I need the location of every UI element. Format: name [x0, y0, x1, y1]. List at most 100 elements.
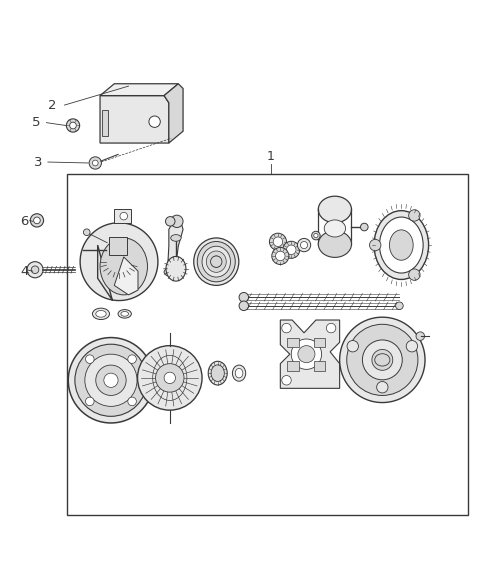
- Circle shape: [156, 364, 184, 392]
- Circle shape: [85, 397, 94, 405]
- Circle shape: [85, 354, 137, 407]
- Circle shape: [416, 332, 424, 340]
- Circle shape: [164, 372, 176, 384]
- Bar: [288, 338, 300, 347]
- Polygon shape: [100, 84, 179, 95]
- Polygon shape: [114, 209, 131, 223]
- Circle shape: [104, 373, 118, 387]
- Circle shape: [283, 241, 300, 259]
- Polygon shape: [168, 221, 183, 272]
- Text: 4: 4: [20, 264, 28, 278]
- Bar: [313, 338, 325, 347]
- Ellipse shape: [171, 235, 181, 241]
- Circle shape: [239, 292, 249, 302]
- Ellipse shape: [100, 238, 147, 295]
- Circle shape: [340, 317, 425, 402]
- Circle shape: [68, 338, 154, 423]
- Circle shape: [347, 340, 359, 352]
- Circle shape: [276, 251, 285, 261]
- Ellipse shape: [380, 217, 423, 273]
- Circle shape: [93, 160, 98, 166]
- Circle shape: [70, 122, 76, 129]
- Ellipse shape: [202, 246, 230, 277]
- Ellipse shape: [235, 369, 243, 378]
- Bar: [102, 110, 108, 136]
- Circle shape: [272, 247, 289, 264]
- Circle shape: [396, 302, 403, 309]
- Circle shape: [89, 157, 101, 169]
- Ellipse shape: [208, 362, 227, 385]
- Circle shape: [211, 256, 222, 267]
- Circle shape: [75, 344, 147, 417]
- Circle shape: [34, 217, 40, 223]
- Circle shape: [360, 223, 368, 231]
- Circle shape: [84, 229, 90, 236]
- Polygon shape: [280, 320, 340, 388]
- Text: 3: 3: [34, 156, 43, 168]
- Ellipse shape: [300, 242, 308, 249]
- Circle shape: [66, 119, 80, 132]
- Circle shape: [120, 212, 128, 220]
- Ellipse shape: [318, 231, 351, 257]
- Circle shape: [31, 266, 39, 274]
- Circle shape: [27, 261, 43, 278]
- Ellipse shape: [164, 268, 179, 276]
- Circle shape: [326, 324, 336, 333]
- Polygon shape: [164, 84, 183, 143]
- Circle shape: [291, 339, 322, 369]
- Circle shape: [96, 365, 126, 395]
- Ellipse shape: [298, 239, 311, 252]
- Ellipse shape: [166, 256, 186, 281]
- Text: 6: 6: [20, 215, 28, 228]
- Circle shape: [347, 324, 418, 395]
- Circle shape: [128, 355, 136, 363]
- Bar: [67, 174, 468, 515]
- Circle shape: [298, 346, 315, 363]
- Ellipse shape: [168, 270, 175, 274]
- Polygon shape: [100, 95, 169, 143]
- Bar: [108, 236, 127, 254]
- Text: 5: 5: [32, 116, 40, 129]
- Ellipse shape: [312, 231, 320, 240]
- Ellipse shape: [389, 230, 413, 260]
- Polygon shape: [114, 257, 138, 295]
- Ellipse shape: [318, 196, 351, 223]
- Circle shape: [406, 340, 418, 352]
- Circle shape: [85, 355, 94, 363]
- Circle shape: [166, 216, 175, 226]
- Circle shape: [282, 376, 291, 385]
- Ellipse shape: [93, 308, 109, 319]
- Text: 2: 2: [48, 99, 57, 112]
- Ellipse shape: [211, 365, 224, 381]
- Circle shape: [171, 215, 183, 228]
- Ellipse shape: [314, 233, 318, 238]
- Ellipse shape: [324, 220, 346, 237]
- Circle shape: [269, 233, 287, 250]
- Ellipse shape: [96, 311, 106, 317]
- Polygon shape: [80, 223, 158, 301]
- Circle shape: [128, 397, 136, 405]
- Ellipse shape: [374, 211, 429, 280]
- Bar: [288, 362, 300, 371]
- Text: 1: 1: [267, 150, 275, 163]
- Circle shape: [282, 324, 291, 333]
- Ellipse shape: [197, 242, 235, 282]
- Circle shape: [377, 381, 388, 393]
- Circle shape: [372, 349, 393, 370]
- Circle shape: [378, 355, 387, 364]
- Circle shape: [149, 116, 160, 128]
- Circle shape: [370, 239, 381, 251]
- Circle shape: [408, 210, 420, 221]
- Ellipse shape: [211, 256, 221, 267]
- Ellipse shape: [375, 354, 390, 366]
- Circle shape: [30, 214, 44, 227]
- Circle shape: [273, 237, 283, 246]
- Circle shape: [408, 269, 420, 280]
- Ellipse shape: [194, 238, 239, 285]
- Circle shape: [287, 245, 296, 254]
- Circle shape: [239, 301, 249, 311]
- Bar: [313, 362, 325, 371]
- Circle shape: [362, 340, 402, 380]
- Ellipse shape: [118, 309, 132, 318]
- Circle shape: [137, 346, 202, 410]
